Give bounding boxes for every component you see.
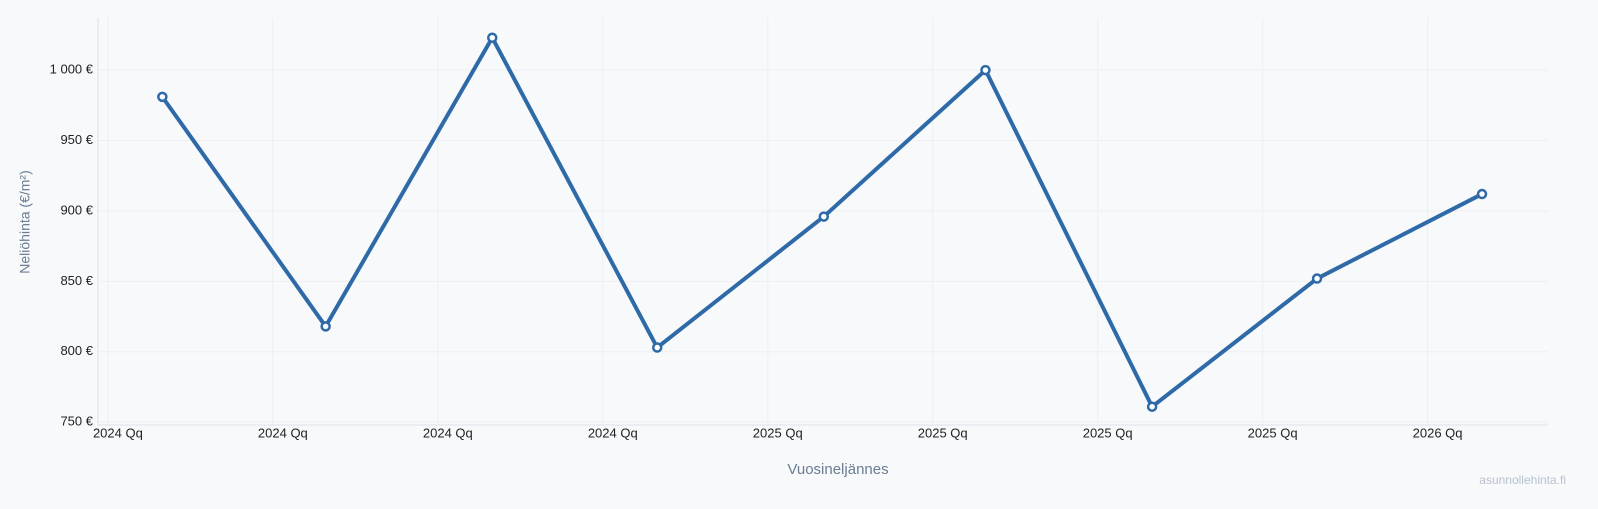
point <box>1311 273 1323 284</box>
x-tick-label: 2025 Qq <box>753 425 803 440</box>
y-axis-title: Neliöhinta (€/m²) <box>17 170 33 273</box>
x-tick-label: 2024 Qq <box>258 425 308 440</box>
x-tick-label: 2025 Qq <box>1083 425 1133 440</box>
point <box>818 211 830 222</box>
point <box>157 91 168 103</box>
point <box>651 342 663 353</box>
point <box>487 32 498 43</box>
x-tick-label: 2025 Qq <box>1248 425 1298 440</box>
y-tick-label: 750 € <box>60 414 93 429</box>
x-tick-label: 2026 Qq <box>1413 425 1463 440</box>
watermark: asunnollehinta.fi <box>1479 473 1566 487</box>
point <box>1476 188 1488 200</box>
y-tick-label: 950 € <box>60 132 93 147</box>
x-tick-label: 2024 Qq <box>93 425 143 440</box>
point <box>1146 401 1158 412</box>
x-tick-label: 2024 Qq <box>423 425 473 440</box>
y-tick-label: 800 € <box>60 343 93 358</box>
x-tick-label: 2024 Qq <box>588 425 638 440</box>
y-tick-label: 900 € <box>60 202 93 217</box>
point <box>980 64 991 76</box>
x-tick-label: 2025 Qq <box>918 425 968 440</box>
y-tick-label: 850 € <box>60 273 93 288</box>
point <box>320 321 331 332</box>
y-tick-label: 1 000 € <box>50 62 94 77</box>
x-axis-title: Vuosineljännes <box>787 461 888 478</box>
